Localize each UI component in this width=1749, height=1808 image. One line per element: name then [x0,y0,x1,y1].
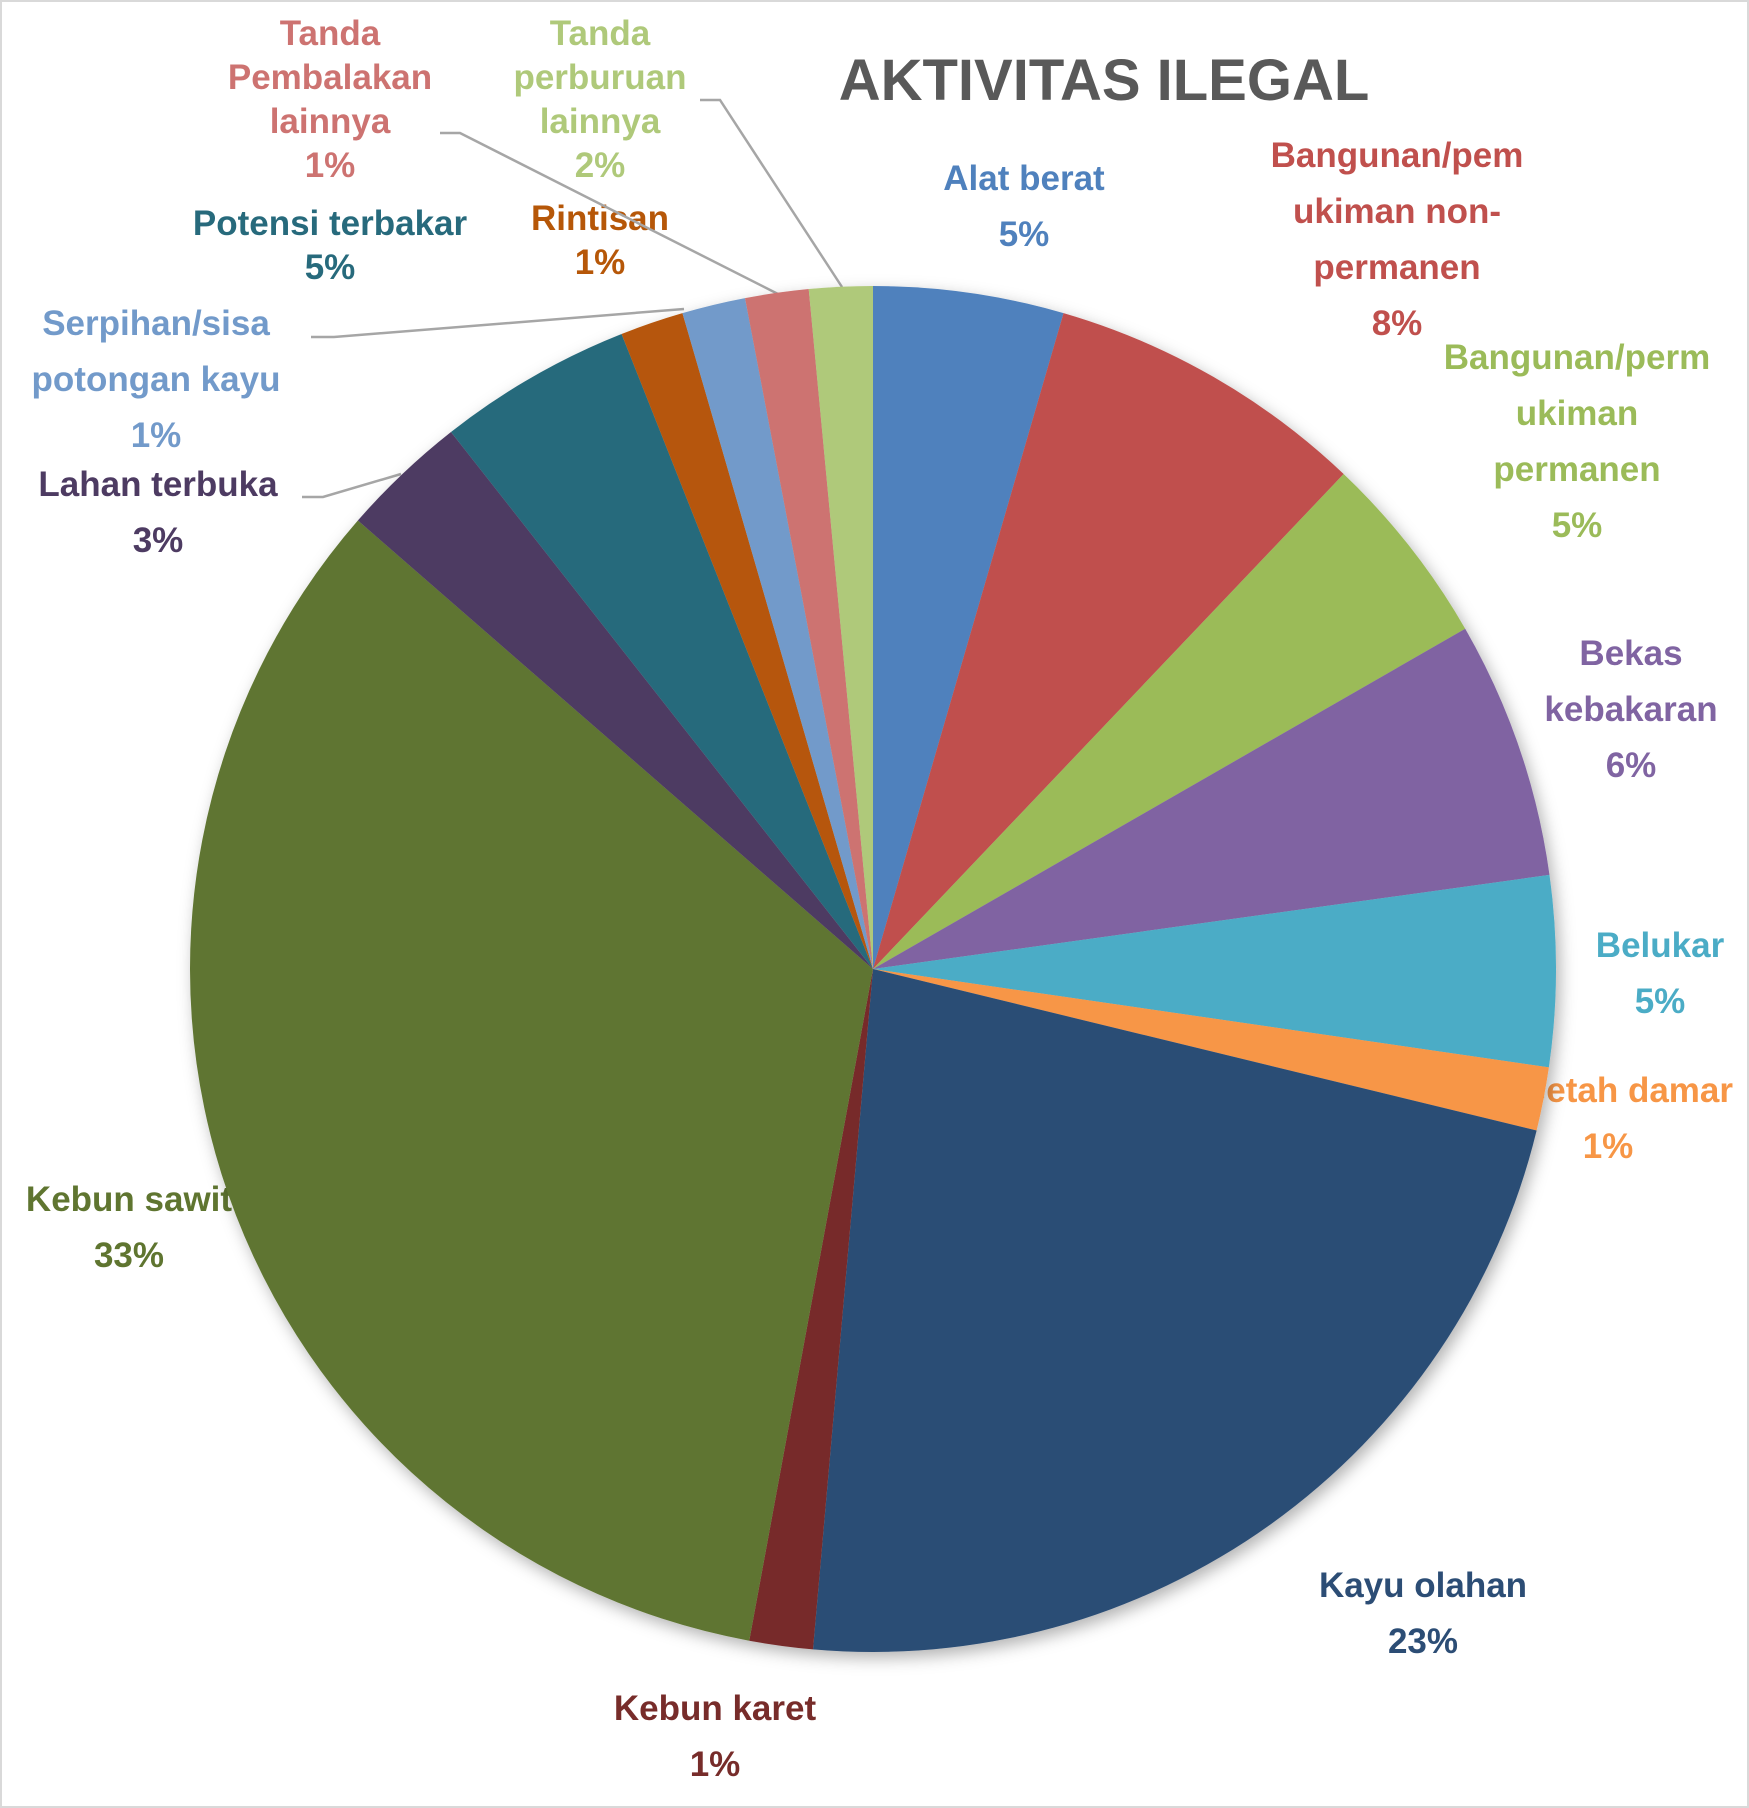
pie-slice [808,286,873,969]
pie-slice [873,474,1466,969]
data-label-percent: 6% [1606,746,1657,785]
data-label: Kebun karet 1% [614,1689,817,1784]
data-label-percent: 8% [1372,304,1423,343]
data-label-percent: 1% [131,416,182,455]
data-label-category: Kayu olahan [1319,1566,1527,1605]
data-label-category: Potensi terbakar [193,204,468,243]
data-label-category: Rintisan [531,199,669,238]
data-label-percent: 33% [94,1236,164,1275]
data-label-percent: 1% [305,146,356,185]
data-label-percent: 1% [575,243,626,282]
pie-slice [873,969,1549,1131]
data-label-percent: 2% [575,146,626,185]
data-label-category: Serpihan/sisa [42,304,270,343]
pie-slice [873,286,1064,969]
data-label-percent: 5% [1635,982,1686,1021]
data-label-category: Kebun karet [614,1689,817,1728]
leader-line [440,131,779,296]
data-label: Lahan terbuka 3% [38,465,278,560]
data-label-percent: 1% [1583,1127,1634,1166]
data-label-percent: 5% [1552,506,1603,545]
data-label-category: lainnya [270,102,391,141]
data-label-category: Bekas [1579,634,1682,673]
data-label-category: Belukar [1596,926,1725,965]
data-label: Potensi terbakar 5% [193,204,468,287]
data-label-percent: 5% [999,215,1050,254]
leader-line [311,307,685,339]
pie-slice [873,874,1556,1068]
data-label-category: Lahan terbuka [38,465,278,504]
data-label-percent: 1% [690,1745,741,1784]
data-label-category: perburuan [513,58,686,97]
data-label-category: lainnya [540,102,661,141]
data-label-category: Bangunan/pem [1271,136,1524,175]
pie-slice [357,431,873,970]
data-label: Getah damar 1% [1519,1071,1733,1166]
chart-title: AKTIVITAS ILEGAL [839,48,1370,113]
data-label-percent: 3% [133,521,184,560]
pie-slice [745,289,873,969]
data-label: Tanda Pembalakan lainnya 1% [228,14,432,185]
pie-slice [451,333,873,969]
pie-slice [621,313,873,970]
pie-slice [873,628,1550,969]
data-label-category: Pembalakan [228,58,432,97]
data-label-category: Bangunan/perm [1444,338,1710,377]
data-label: Serpihan/sisa potongan kayu 1% [32,304,281,455]
data-label: Rintisan 1% [531,199,669,282]
data-label: Belukar 5% [1596,926,1725,1021]
data-label-category: kebakaran [1544,690,1717,729]
data-label-percent: 5% [305,248,356,287]
data-label-category: Tanda [280,14,381,53]
data-label-category: ukiman non- [1293,192,1501,231]
data-label: Kayu olahan 23% [1319,1566,1527,1661]
data-label-category: ukiman [1516,394,1639,433]
data-label: Tanda perburuan lainnya 2% [513,14,686,185]
data-label-category: Kebun sawit [26,1180,232,1219]
pie-slice [682,298,873,970]
data-label-category: potongan kayu [32,360,281,399]
pie-slice [189,520,873,1641]
data-label: Bekas kebakaran 6% [1544,634,1717,785]
data-label: Alat berat 5% [943,159,1105,254]
leader-line [302,472,402,499]
data-label-percent: 23% [1388,1622,1458,1661]
data-label-category: Alat berat [943,159,1105,198]
leader-line [700,98,844,288]
data-label: Kebun sawit 33% [26,1180,232,1275]
data-label-category: permanen [1313,248,1480,287]
data-label-category: permanen [1493,450,1660,489]
data-label: Bangunan/pem ukiman non-permanen 8% [1271,136,1524,343]
data-label-category: Getah damar [1519,1071,1733,1110]
pie-slice [873,313,1344,970]
data-label: Bangunan/perm ukiman permanen 5% [1444,338,1710,545]
pie-slice [749,969,873,1650]
data-label-category: Tanda [550,14,651,53]
pie-slice [812,969,1537,1653]
